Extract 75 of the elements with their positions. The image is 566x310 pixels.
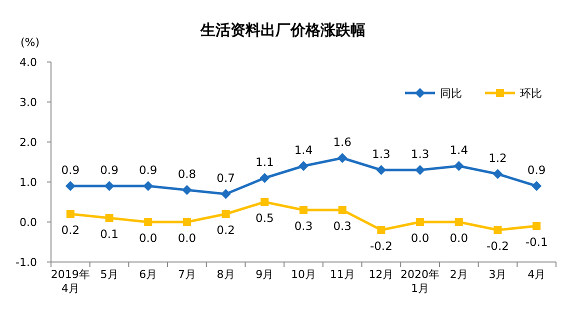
data-label: 1.1 (256, 155, 274, 169)
y-tick-label: -1.0 (16, 256, 37, 269)
data-label: 0.2 (61, 223, 80, 237)
x-tick-label: 9月 (256, 268, 274, 281)
data-label: 0.7 (216, 171, 235, 185)
point (415, 165, 426, 175)
y-axis-title: (%) (20, 36, 40, 49)
data-label: -0.2 (370, 239, 392, 253)
x-tick-label: 12月 (368, 268, 394, 281)
data-label: 0.8 (178, 167, 196, 181)
point (104, 181, 114, 191)
data-label: 1.4 (450, 143, 468, 157)
point (532, 181, 542, 191)
data-label: 0.9 (138, 163, 158, 177)
point (66, 210, 74, 218)
point (532, 222, 541, 230)
point (376, 165, 386, 175)
point (182, 218, 191, 226)
point (298, 161, 308, 171)
x-tick-label: 7月 (178, 268, 196, 281)
data-label: 0.3 (333, 219, 352, 233)
data-label: 1.4 (294, 143, 313, 157)
data-label: 1.3 (410, 147, 430, 161)
data-label: 0.9 (527, 163, 546, 177)
y-tick-label: 3.0 (20, 96, 37, 109)
point (65, 181, 76, 191)
x-tick-label: 8月 (216, 268, 235, 281)
x-tick-label: 4月 (528, 268, 546, 281)
data-label: 0.0 (138, 231, 158, 245)
point (416, 218, 424, 226)
x-tick-label: 2月 (450, 268, 468, 281)
data-label: 0.5 (256, 211, 274, 225)
point (300, 206, 308, 214)
chart-title: 生活资料出厂价格涨跌幅 (200, 21, 366, 39)
point (494, 226, 502, 234)
data-label: 0.2 (216, 223, 235, 237)
point (105, 214, 114, 222)
point (492, 169, 503, 179)
point (220, 189, 231, 199)
point (454, 218, 463, 226)
y-tick-label: 1.0 (20, 176, 37, 189)
x-tick-label: 11月 (330, 268, 355, 281)
data-label: 0.0 (178, 231, 196, 245)
data-label: 1.6 (333, 135, 352, 149)
point (377, 226, 386, 234)
point (144, 218, 152, 226)
x-tick-label: 5月 (100, 268, 118, 281)
data-label: 0.1 (100, 227, 118, 241)
y-tick-label: 4.0 (20, 56, 37, 69)
x-tick-label: 2019年 4月 (50, 268, 90, 295)
y-tick-label: 0.0 (20, 216, 37, 229)
legend-label: 同比 (440, 87, 462, 100)
y-tick-label: 2.0 (20, 136, 37, 149)
point (222, 210, 230, 218)
data-label: -0.2 (486, 239, 509, 253)
x-tick-label: 10月 (291, 268, 316, 281)
data-label: 0.0 (450, 231, 468, 245)
point (182, 185, 192, 195)
point (338, 206, 346, 214)
data-label: 0.9 (61, 163, 80, 177)
x-tick-label: 2020年 1月 (400, 268, 440, 295)
legend-label: 环比 (520, 87, 542, 100)
point (260, 173, 270, 183)
data-label: 1.3 (372, 147, 390, 161)
data-label: 0.3 (294, 219, 313, 233)
x-tick-label: 6月 (139, 268, 158, 281)
data-label: 0.9 (100, 163, 118, 177)
data-label: -0.1 (525, 235, 548, 249)
point (260, 198, 269, 206)
data-label: 1.2 (488, 151, 507, 165)
point (337, 153, 348, 163)
data-label: 0.0 (410, 231, 430, 245)
point (454, 161, 464, 171)
x-tick-label: 3月 (488, 268, 507, 281)
point (143, 181, 154, 191)
